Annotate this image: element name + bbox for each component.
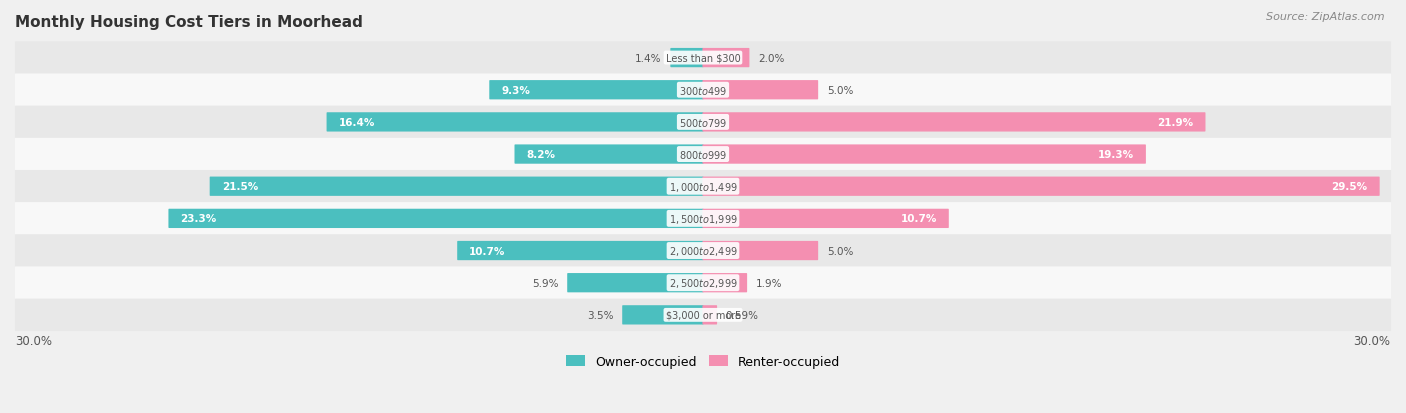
- FancyBboxPatch shape: [515, 145, 703, 164]
- Text: 5.0%: 5.0%: [827, 85, 853, 95]
- Text: $1,000 to $1,499: $1,000 to $1,499: [669, 180, 737, 193]
- Text: $3,000 or more: $3,000 or more: [665, 310, 741, 320]
- Text: 1.9%: 1.9%: [755, 278, 782, 288]
- FancyBboxPatch shape: [623, 306, 703, 325]
- Text: 10.7%: 10.7%: [470, 246, 506, 256]
- FancyBboxPatch shape: [15, 107, 1391, 139]
- FancyBboxPatch shape: [703, 49, 749, 68]
- FancyBboxPatch shape: [15, 171, 1391, 203]
- Text: 8.2%: 8.2%: [526, 150, 555, 160]
- Text: 30.0%: 30.0%: [1354, 334, 1391, 347]
- Text: 21.5%: 21.5%: [222, 182, 257, 192]
- Text: $500 to $799: $500 to $799: [679, 116, 727, 128]
- FancyBboxPatch shape: [671, 49, 703, 68]
- FancyBboxPatch shape: [703, 273, 747, 293]
- Text: 10.7%: 10.7%: [900, 214, 936, 224]
- FancyBboxPatch shape: [15, 138, 1391, 171]
- FancyBboxPatch shape: [15, 74, 1391, 107]
- Text: 23.3%: 23.3%: [180, 214, 217, 224]
- Text: 5.9%: 5.9%: [531, 278, 558, 288]
- Text: $800 to $999: $800 to $999: [679, 149, 727, 161]
- FancyBboxPatch shape: [15, 267, 1391, 299]
- FancyBboxPatch shape: [703, 306, 717, 325]
- Text: 30.0%: 30.0%: [15, 334, 52, 347]
- Text: $2,000 to $2,499: $2,000 to $2,499: [669, 244, 737, 257]
- Text: 19.3%: 19.3%: [1098, 150, 1133, 160]
- FancyBboxPatch shape: [169, 209, 703, 228]
- Text: Source: ZipAtlas.com: Source: ZipAtlas.com: [1267, 12, 1385, 22]
- FancyBboxPatch shape: [209, 177, 703, 197]
- Text: 21.9%: 21.9%: [1157, 118, 1194, 128]
- Text: 0.59%: 0.59%: [725, 310, 759, 320]
- Legend: Owner-occupied, Renter-occupied: Owner-occupied, Renter-occupied: [561, 350, 845, 373]
- Text: 16.4%: 16.4%: [339, 118, 375, 128]
- Text: 29.5%: 29.5%: [1331, 182, 1368, 192]
- Text: $2,500 to $2,999: $2,500 to $2,999: [669, 277, 737, 290]
- FancyBboxPatch shape: [567, 273, 703, 293]
- FancyBboxPatch shape: [15, 42, 1391, 75]
- FancyBboxPatch shape: [703, 241, 818, 261]
- FancyBboxPatch shape: [326, 113, 703, 132]
- FancyBboxPatch shape: [457, 241, 703, 261]
- FancyBboxPatch shape: [703, 209, 949, 228]
- Text: $300 to $499: $300 to $499: [679, 85, 727, 97]
- Text: 2.0%: 2.0%: [758, 53, 785, 64]
- Text: $1,500 to $1,999: $1,500 to $1,999: [669, 212, 737, 225]
- FancyBboxPatch shape: [703, 81, 818, 100]
- FancyBboxPatch shape: [489, 81, 703, 100]
- FancyBboxPatch shape: [703, 145, 1146, 164]
- FancyBboxPatch shape: [15, 235, 1391, 267]
- Text: Monthly Housing Cost Tiers in Moorhead: Monthly Housing Cost Tiers in Moorhead: [15, 15, 363, 30]
- Text: 1.4%: 1.4%: [636, 53, 662, 64]
- FancyBboxPatch shape: [15, 299, 1391, 331]
- Text: 3.5%: 3.5%: [588, 310, 613, 320]
- FancyBboxPatch shape: [703, 113, 1205, 132]
- FancyBboxPatch shape: [703, 177, 1379, 197]
- Text: 9.3%: 9.3%: [502, 85, 530, 95]
- Text: 5.0%: 5.0%: [827, 246, 853, 256]
- Text: Less than $300: Less than $300: [665, 53, 741, 64]
- FancyBboxPatch shape: [15, 203, 1391, 235]
